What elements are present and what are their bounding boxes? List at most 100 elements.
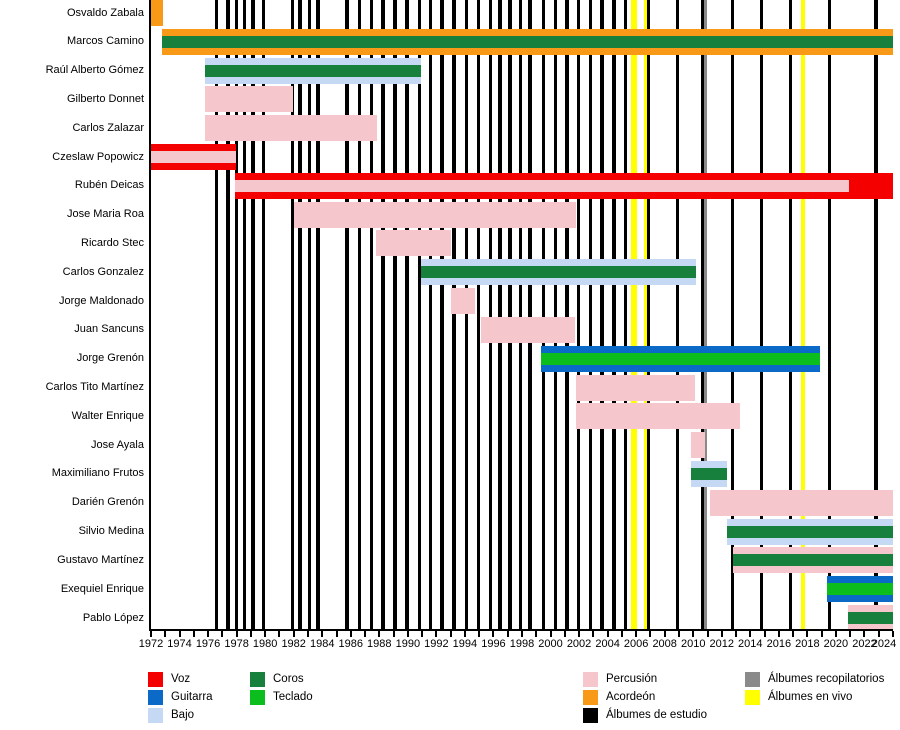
x-axis-tick — [421, 631, 424, 637]
studio-album-line — [234, 0, 239, 629]
studio-album-line — [405, 0, 409, 629]
x-axis-tick — [792, 631, 795, 637]
x-axis-label: 1998 — [509, 638, 535, 650]
studio-album-line — [316, 0, 320, 629]
x-axis-tick — [306, 631, 309, 637]
x-axis-label: 2008 — [652, 638, 677, 650]
studio-album-line — [576, 0, 581, 629]
member-bar-teclado — [540, 352, 821, 365]
studio-album-line — [307, 0, 312, 629]
studio-album-line — [646, 0, 651, 629]
x-axis-label: 1984 — [309, 638, 335, 650]
x-axis-label: 1980 — [252, 638, 278, 650]
x-axis-tick — [649, 631, 652, 637]
studio-album-line — [261, 0, 266, 629]
x-axis-tick — [435, 631, 438, 637]
x-axis-tick — [834, 631, 837, 637]
studio-album-line — [759, 0, 764, 629]
x-axis-tick — [264, 631, 267, 637]
member-name: Jose Ayala — [90, 438, 144, 451]
member-name: Marcos Camino — [66, 35, 144, 48]
studio-album-line — [369, 0, 374, 629]
studio-album-line — [488, 0, 493, 629]
x-axis-tick — [364, 631, 367, 637]
x-axis-label: 1978 — [224, 638, 249, 650]
x-axis-tick — [178, 631, 181, 637]
member-bar-coros — [205, 64, 422, 77]
x-axis-tick — [592, 631, 595, 637]
member-name: Gilberto Donnet — [66, 92, 144, 105]
x-axis-tick — [492, 631, 495, 637]
studio-album-line — [541, 0, 546, 629]
studio-album-line — [498, 0, 502, 629]
member-name: Jose Maria Roa — [66, 208, 144, 221]
legend-swatch-acordeon — [583, 690, 598, 705]
studio-album-line — [226, 0, 230, 629]
x-axis-tick — [321, 631, 324, 637]
member-name: Osvaldo Zabala — [66, 6, 144, 19]
member-name: Rubén Deicas — [74, 179, 144, 192]
x-axis-label: 1992 — [424, 638, 449, 650]
member-bar-coros — [691, 467, 728, 480]
studio-album-line — [440, 0, 444, 629]
studio-album-line — [464, 0, 469, 629]
legend-label: Percusión — [606, 673, 658, 685]
member-name: Maximiliano Frutos — [51, 467, 144, 480]
legend-label: Álbumes en vivo — [768, 691, 853, 703]
studio-album-line — [345, 0, 349, 629]
legend-label: Acordeón — [606, 691, 656, 703]
x-axis-label: 2010 — [680, 638, 706, 650]
studio-album-line — [428, 0, 433, 629]
studio-album-line — [452, 0, 456, 629]
x-axis-label: 1974 — [167, 638, 192, 650]
member-name: Exequiel Enrique — [60, 582, 144, 595]
legend-label: Guitarra — [171, 691, 213, 703]
member-bar-percusion — [151, 151, 236, 164]
member-name: Ricardo Stec — [81, 236, 144, 249]
x-axis — [149, 629, 893, 631]
x-axis-label: 2020 — [823, 638, 849, 650]
x-axis-tick — [478, 631, 481, 637]
member-name: Silvio Medina — [78, 525, 144, 538]
studio-album-line — [788, 0, 792, 629]
x-axis-tick — [863, 631, 866, 637]
x-axis-tick — [720, 631, 723, 637]
x-axis-tick — [735, 631, 738, 637]
member-bar-percusion — [575, 374, 696, 401]
studio-album-line — [827, 0, 832, 629]
x-axis-tick — [406, 631, 409, 637]
x-axis-tick — [635, 631, 638, 637]
member-name: Pablo López — [82, 611, 144, 624]
x-axis-tick — [449, 631, 452, 637]
live-album-line — [801, 0, 805, 629]
x-axis-tick — [392, 631, 395, 637]
member-bar-coros — [733, 554, 893, 567]
x-axis-tick — [292, 631, 295, 637]
x-axis-label: 2002 — [566, 638, 592, 650]
studio-album-line — [874, 0, 878, 629]
legend-swatch-voz — [148, 672, 163, 687]
legend-swatch-guitarra — [148, 690, 163, 705]
member-bar-percusion — [450, 288, 475, 315]
x-axis-label: 2006 — [623, 638, 649, 650]
x-axis-label: 1972 — [138, 638, 164, 650]
member-bar-percusion — [205, 86, 293, 113]
studio-album-line — [357, 0, 362, 629]
legend-swatch-coros — [250, 672, 265, 687]
legend-swatch-bajo — [148, 708, 163, 723]
legend-label: Álbumes recopilatorios — [768, 673, 885, 685]
x-axis-tick — [349, 631, 352, 637]
studio-album-line — [730, 0, 735, 629]
x-axis-label: 1988 — [367, 638, 392, 650]
legend-label: Álbumes de estudio — [606, 709, 708, 721]
member-bar-acordeon — [151, 0, 164, 26]
member-name: Walter Enrique — [71, 409, 144, 422]
x-axis-label: 2016 — [766, 638, 792, 650]
x-axis-tick — [150, 631, 152, 637]
studio-album-line — [553, 0, 558, 629]
legend-label: Bajo — [171, 709, 195, 721]
x-axis-tick — [578, 631, 581, 637]
x-axis-tick — [164, 631, 167, 637]
member-name: Juan Sancuns — [74, 323, 144, 336]
